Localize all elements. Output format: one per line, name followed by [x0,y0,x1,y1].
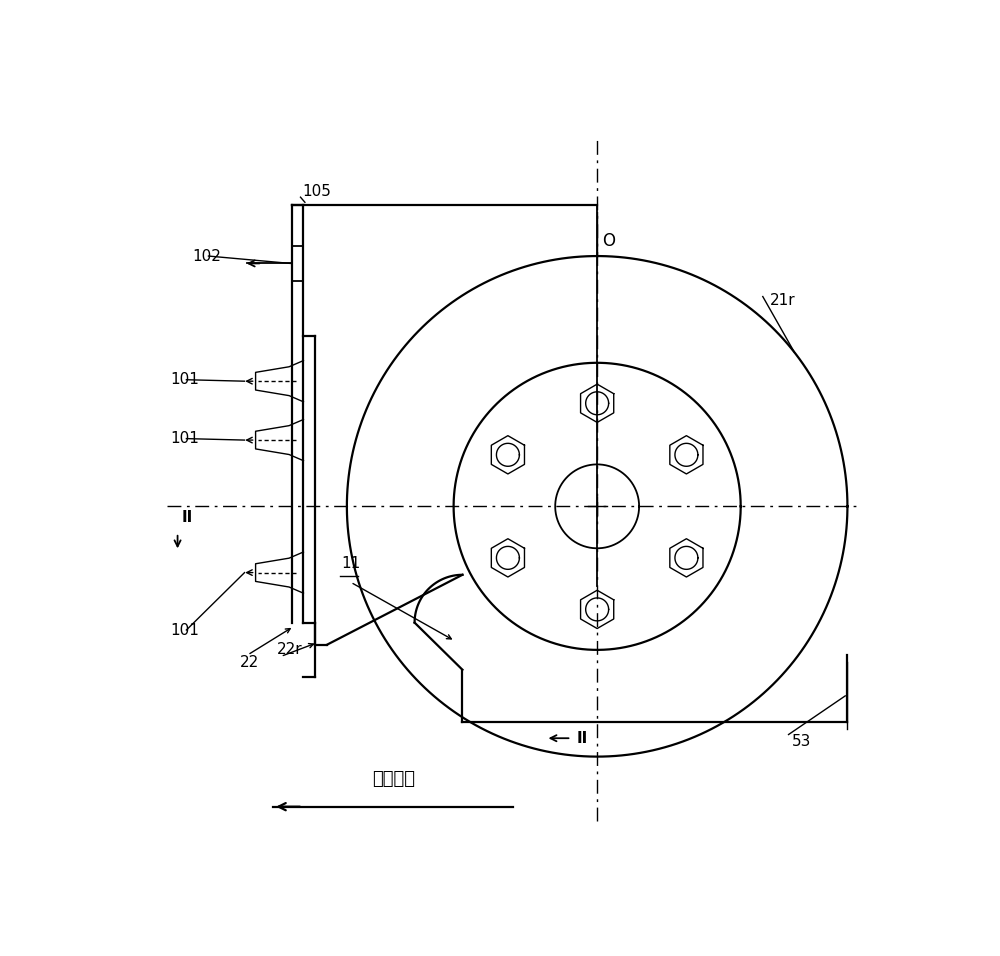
Text: 21r: 21r [770,293,796,308]
Text: 22: 22 [240,655,259,670]
Text: 101: 101 [170,431,199,446]
Text: 53: 53 [792,734,812,750]
Text: 102: 102 [192,249,221,264]
Text: 22r: 22r [277,641,303,657]
Text: II: II [577,730,588,746]
Text: O: O [602,232,615,250]
Text: 101: 101 [170,622,199,638]
Text: 車輌前方: 車輌前方 [372,771,415,789]
Text: 11: 11 [342,556,361,572]
Text: 101: 101 [170,372,199,387]
Text: 105: 105 [303,184,332,199]
Text: II: II [181,511,192,526]
